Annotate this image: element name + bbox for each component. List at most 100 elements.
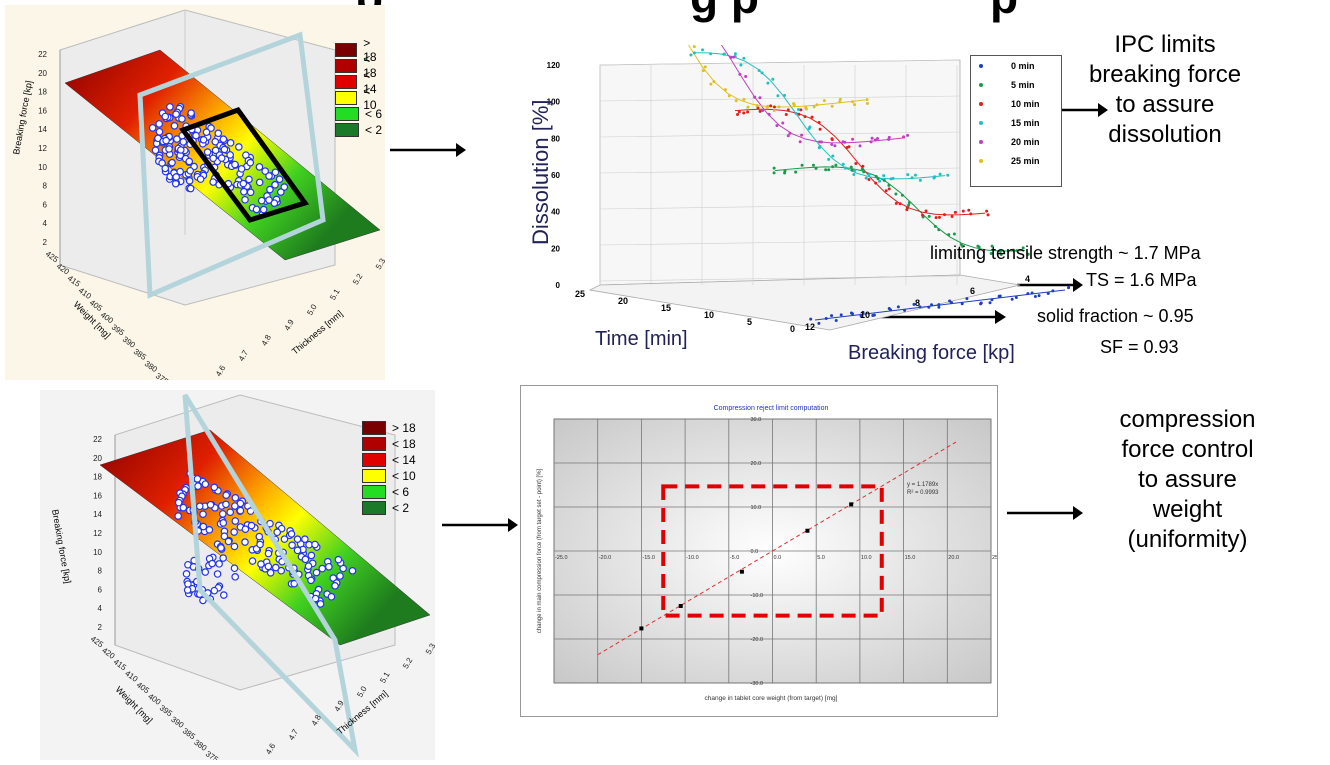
series-point (986, 213, 990, 217)
y-tick-label: -10.0 (751, 593, 764, 599)
surface-plot-top-svg: 2 4 6 8 10 12 14 16 18 20 22 Breaking force [kp] 4… (11, 9, 388, 387)
x-tick-label: 4.7 (237, 348, 251, 363)
limit-plane (137, 31, 326, 299)
series-point (1046, 291, 1050, 295)
x-tick-label: 4.7 (287, 727, 301, 742)
title-fragment-middle: g p (690, 0, 759, 24)
measurement-point (336, 572, 344, 580)
measurement-point (172, 110, 180, 118)
series-point (854, 162, 858, 166)
data-point (639, 626, 644, 631)
series-point (967, 208, 971, 212)
measurement-point (186, 166, 194, 175)
series-point (997, 294, 1001, 298)
measurement-point (226, 151, 234, 159)
z-tick-label: 18 (38, 88, 47, 97)
measurement-point (217, 544, 225, 552)
solid-fraction: solid fraction ~ 0.95 (1037, 306, 1194, 326)
series-point (800, 133, 804, 137)
ipc-limit-frame (178, 107, 310, 223)
series-point (937, 305, 941, 309)
measurement-point (222, 500, 230, 509)
legend-swatch (335, 75, 358, 89)
series-point (771, 77, 775, 81)
data-point (678, 604, 683, 608)
measurement-point (334, 555, 343, 564)
series-point (950, 215, 954, 219)
dissolution-plot: 0 20 40 60 80 100 120 12 10 8 6 4 25 20 15 10 5 0 Disso… (500, 0, 1072, 370)
legend-marker (979, 120, 983, 125)
legend-entry: < 18 (335, 52, 385, 80)
measurement-point (162, 136, 170, 145)
series-point (757, 69, 761, 73)
series-point (882, 178, 886, 182)
time-tick-label: 5 (747, 317, 752, 327)
series-point (838, 97, 842, 101)
measurement-point (241, 538, 249, 546)
series-point (744, 74, 748, 78)
measurement-point (235, 143, 243, 151)
measurement-point (255, 178, 264, 187)
measurement-point (218, 510, 227, 518)
series-point (732, 55, 736, 59)
measurement-point (312, 568, 321, 577)
series-point (1051, 289, 1055, 293)
legend-label: < 2 (392, 501, 410, 515)
y-tick-label: 0 (556, 281, 561, 290)
series-point (937, 215, 941, 219)
legend-entry: < 14 (362, 452, 416, 468)
series-point (827, 168, 831, 172)
measurement-point (276, 188, 285, 196)
series-point (906, 173, 910, 177)
series-point (831, 154, 835, 158)
series-point (933, 224, 937, 228)
series-point (776, 94, 780, 98)
legend-label: < 10 (392, 469, 416, 483)
measurement-point (264, 562, 273, 571)
measurement-point (307, 576, 315, 585)
legend-label: < 18 (363, 52, 377, 80)
series-point (824, 168, 828, 172)
measurement-point (168, 158, 176, 167)
measurement-point (194, 482, 202, 490)
measurement-point (161, 164, 170, 173)
measurement-point (208, 559, 216, 568)
legend-label: < 14 (392, 453, 416, 467)
x-tick-label: 4.8 (260, 333, 274, 348)
z-tick-label: 10 (38, 163, 47, 172)
dissolution-legend-entry: 5 min (971, 75, 1061, 94)
series-point (788, 131, 792, 135)
legend-label: < 18 (392, 437, 416, 451)
measurement-point (231, 160, 239, 169)
measurement-point (165, 145, 173, 153)
dissolution-y-label: Dissolution [%] (528, 99, 553, 245)
series-point (849, 165, 853, 169)
comp-line-1: compression (1119, 406, 1256, 433)
data-point (739, 569, 744, 574)
series-point (867, 178, 871, 182)
series-point (692, 45, 696, 49)
dissolution-legend-entry: 15 min (971, 113, 1061, 132)
measurement-point (271, 181, 279, 189)
series-point (942, 213, 946, 217)
y-tick-label: -20.0 (751, 637, 764, 643)
limit-plane (182, 393, 359, 758)
measurement-point (230, 542, 239, 551)
series-point (903, 308, 907, 312)
x-tick-label: 10.0 (861, 555, 872, 561)
y-tick-label: 60 (551, 171, 560, 180)
y-tick-label: 390 (121, 335, 138, 350)
y-tick-label: 390 (169, 715, 186, 730)
ipc-limits-text: IPC limits breaking force to assure diss… (1065, 30, 1265, 150)
y-tick-label: 30.0 (751, 417, 762, 423)
y-tick-label: 100 (547, 98, 561, 107)
y-tick-label: 405 (135, 680, 152, 695)
series-point (952, 232, 956, 236)
measurement-point (219, 554, 227, 562)
series-point (797, 108, 801, 112)
z-axis-label: Breaking force [kp] (11, 80, 34, 156)
series-point (841, 140, 845, 144)
series-point (1010, 297, 1014, 301)
x-tick-label: 5.2 (351, 272, 365, 287)
x-tick-label: 5.3 (374, 256, 385, 271)
